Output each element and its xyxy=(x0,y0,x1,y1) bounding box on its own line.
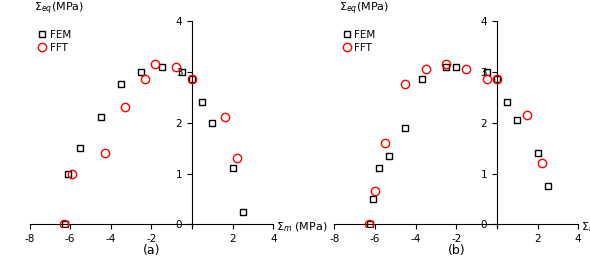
Legend: FEM, FFT: FEM, FFT xyxy=(37,28,73,55)
FEM xyxy=(386,154,393,157)
FEM xyxy=(199,101,206,104)
FFT xyxy=(524,113,531,116)
FFT xyxy=(233,157,240,160)
FFT xyxy=(152,62,159,66)
FFT xyxy=(463,68,470,71)
FFT xyxy=(189,78,196,81)
FFT xyxy=(372,190,379,193)
FEM xyxy=(366,223,373,226)
FFT xyxy=(68,172,76,175)
FFT xyxy=(122,106,129,109)
FEM xyxy=(61,223,68,226)
FFT xyxy=(442,62,450,66)
FEM xyxy=(64,172,71,175)
FFT xyxy=(402,83,409,86)
FFT xyxy=(538,162,545,165)
Text: (a): (a) xyxy=(143,244,160,256)
FFT xyxy=(365,223,372,226)
FEM xyxy=(137,70,145,73)
FFT xyxy=(483,78,490,81)
FEM xyxy=(514,118,521,122)
FEM xyxy=(503,101,510,104)
Text: $\Sigma_m$ (MPa): $\Sigma_m$ (MPa) xyxy=(276,220,327,234)
Text: $\Sigma_{eq}$(MPa): $\Sigma_{eq}$(MPa) xyxy=(339,0,389,17)
FEM xyxy=(178,70,185,73)
FEM xyxy=(483,70,490,73)
Line: FEM: FEM xyxy=(62,63,246,228)
Line: FFT: FFT xyxy=(365,60,546,229)
FEM xyxy=(77,147,84,150)
Line: FEM: FEM xyxy=(367,63,551,228)
FEM xyxy=(158,65,165,68)
FFT xyxy=(172,65,179,68)
FEM xyxy=(209,121,216,124)
FEM xyxy=(544,185,551,188)
FEM xyxy=(97,116,104,119)
Text: $\Sigma_m$ (MPa): $\Sigma_m$ (MPa) xyxy=(581,220,590,234)
FFT xyxy=(101,152,108,155)
FFT xyxy=(382,141,389,144)
FEM xyxy=(453,65,460,68)
FEM xyxy=(189,78,196,81)
Text: (b): (b) xyxy=(447,244,465,256)
Text: $\Sigma_{eq}$(MPa): $\Sigma_{eq}$(MPa) xyxy=(34,0,84,17)
FEM xyxy=(369,197,376,200)
FEM xyxy=(240,210,247,213)
FEM xyxy=(229,167,236,170)
FFT xyxy=(422,68,430,71)
FEM xyxy=(117,83,124,86)
FEM xyxy=(375,167,382,170)
FFT xyxy=(493,78,500,81)
FFT xyxy=(61,223,68,226)
FFT xyxy=(221,116,228,119)
Legend: FEM, FFT: FEM, FFT xyxy=(342,28,378,55)
FEM xyxy=(418,78,425,81)
Line: FFT: FFT xyxy=(60,60,241,229)
FEM xyxy=(534,152,541,155)
FEM xyxy=(442,65,450,68)
FFT xyxy=(142,78,149,81)
FEM xyxy=(402,126,409,129)
FEM xyxy=(493,78,500,81)
